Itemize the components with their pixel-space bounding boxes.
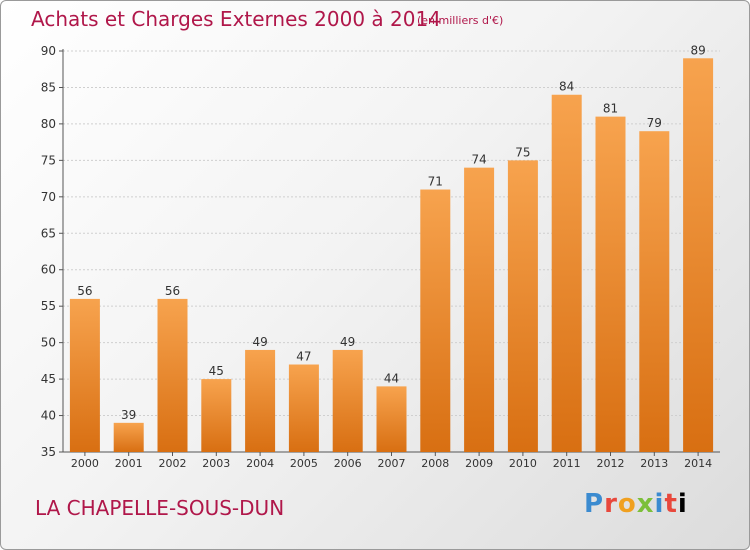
- data-label: 49: [252, 335, 267, 349]
- x-tick-label: 2013: [640, 457, 668, 470]
- bar: [113, 422, 144, 452]
- bar: [376, 386, 407, 452]
- y-tick-label: 55: [41, 299, 56, 313]
- brand-letter: r: [604, 489, 618, 519]
- data-label: 75: [515, 145, 530, 159]
- bar: [595, 116, 626, 453]
- y-tick-label: 75: [41, 153, 56, 167]
- x-tick-label: 2010: [509, 457, 537, 470]
- x-tick-label: 2011: [553, 457, 581, 470]
- location-name: LA CHAPELLE-SOUS-DUN: [35, 496, 285, 520]
- bar: [551, 94, 582, 452]
- y-tick-label: 70: [41, 190, 56, 204]
- y-tick-label: 50: [41, 336, 56, 350]
- y-tick-label: 90: [41, 44, 56, 58]
- proxiti-logo[interactable]: Proxiti: [584, 489, 688, 519]
- x-tick-label: 2000: [71, 457, 99, 470]
- data-label: 45: [209, 364, 224, 378]
- data-label: 39: [121, 408, 136, 422]
- data-label: 89: [690, 43, 705, 57]
- bar: [332, 349, 363, 452]
- y-tick-label: 80: [41, 117, 56, 131]
- brand-letter: P: [584, 489, 605, 519]
- data-label: 71: [428, 175, 443, 189]
- bar: [639, 131, 670, 452]
- y-tick-label: 35: [41, 445, 56, 459]
- brand-letter: o: [617, 489, 637, 519]
- data-label: 79: [647, 116, 662, 130]
- y-tick-label: 45: [41, 372, 56, 386]
- bar: [683, 58, 714, 453]
- y-tick-label: 60: [41, 263, 56, 277]
- bar: [507, 160, 538, 452]
- bar: [69, 298, 100, 452]
- data-label: 84: [559, 80, 574, 94]
- bar: [464, 167, 495, 452]
- brand-letter: x: [636, 489, 655, 519]
- y-tick-label: 85: [41, 80, 56, 94]
- y-tick-label: 65: [41, 226, 56, 240]
- x-tick-label: 2009: [465, 457, 493, 470]
- data-label: 81: [603, 102, 618, 116]
- data-label: 44: [384, 371, 399, 385]
- bar: [420, 189, 451, 452]
- x-tick-label: 2002: [159, 457, 187, 470]
- x-tick-label: 2003: [202, 457, 230, 470]
- brand-letter: t: [664, 489, 678, 519]
- data-label: 74: [471, 153, 486, 167]
- brand-letter: i: [654, 489, 665, 519]
- data-label: 56: [77, 284, 92, 298]
- data-label: 47: [296, 350, 311, 364]
- bar: [245, 349, 276, 452]
- brand-letter: i: [677, 489, 688, 519]
- chart-subtitle: (en milliers d'€): [417, 14, 504, 27]
- data-label: 49: [340, 335, 355, 349]
- x-tick-label: 2006: [334, 457, 362, 470]
- x-tick-label: 2005: [290, 457, 318, 470]
- bar: [201, 379, 232, 452]
- chart-title: Achats et Charges Externes 2000 à 2014: [31, 7, 441, 31]
- x-tick-label: 2007: [378, 457, 406, 470]
- x-tick-label: 2008: [421, 457, 449, 470]
- bar: [157, 298, 188, 452]
- bar: [288, 364, 319, 452]
- x-tick-label: 2012: [597, 457, 625, 470]
- x-tick-label: 2001: [115, 457, 143, 470]
- x-tick-label: 2014: [684, 457, 712, 470]
- labels: 35 40 45 50 55 60 65 70 75 80 85 90 56 2000 39 2001 56 20…: [41, 43, 712, 470]
- bars: [69, 58, 714, 453]
- x-tick-label: 2004: [246, 457, 274, 470]
- data-label: 56: [165, 284, 180, 298]
- y-tick-label: 40: [41, 409, 56, 423]
